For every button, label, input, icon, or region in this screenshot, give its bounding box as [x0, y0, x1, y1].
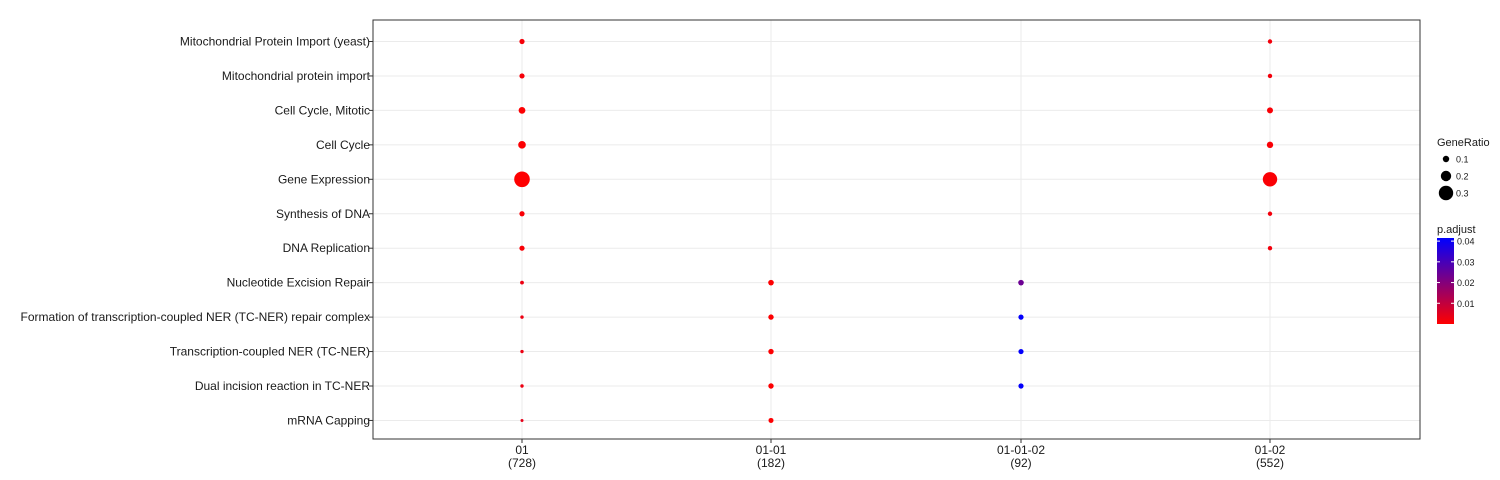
size-legend: 0.1 0.2 0.3: [1438, 155, 1469, 201]
data-point: [519, 38, 525, 45]
data-point: [519, 245, 525, 251]
color-legend-label: 0.03: [1457, 257, 1475, 267]
size-legend-title: GeneRatio: [1437, 137, 1490, 149]
legend: GeneRatio 0.10.20.3 p.adjust 0.010.020.0…: [1437, 137, 1490, 324]
y-tick-label: Transcription-coupled NER (TC-NER): [170, 345, 370, 359]
color-legend-bar: [1437, 238, 1454, 324]
color-legend-label: 0.04: [1457, 237, 1475, 247]
x-tick-count-label: (92): [1010, 456, 1031, 470]
data-point: [1267, 107, 1273, 114]
y-tick-label: Mitochondrial Protein Import (yeast): [180, 35, 370, 49]
size-legend-label: 0.2: [1456, 172, 1469, 182]
data-point: [518, 141, 526, 149]
data-point: [1267, 73, 1273, 79]
data-point: [768, 417, 774, 423]
x-tick-count-label: (182): [757, 456, 785, 470]
x-tick-label: 01-01-02: [997, 443, 1045, 457]
y-tick-label: mRNA Capping: [287, 413, 370, 427]
data-point: [514, 171, 530, 188]
data-point: [520, 315, 524, 319]
data-point: [1018, 279, 1024, 286]
y-tick-label: DNA Replication: [283, 241, 370, 255]
y-tick-label: Formation of transcription-coupled NER (…: [21, 310, 370, 324]
size-legend-key: [1438, 185, 1454, 201]
data-point: [1266, 141, 1274, 149]
size-legend-key: [1440, 170, 1452, 182]
x-tick-label: 01: [515, 443, 529, 457]
y-tick-label: Mitochondrial protein import: [222, 69, 371, 83]
size-legend-label: 0.3: [1456, 189, 1469, 199]
data-point: [519, 73, 525, 79]
data-point: [520, 349, 524, 354]
data-point: [768, 314, 774, 320]
x-tick-count-label: (552): [1256, 456, 1284, 470]
data-point: [1018, 348, 1024, 355]
color-legend-label: 0.02: [1457, 278, 1475, 288]
color-legend-title: p.adjust: [1437, 224, 1476, 236]
x-tick-count-label: (728): [508, 456, 536, 470]
size-legend-label: 0.1: [1456, 155, 1469, 165]
grid-lines: [373, 20, 1420, 439]
color-legend-label: 0.01: [1457, 299, 1475, 309]
y-axis: Mitochondrial Protein Import (yeast) Mito…: [21, 35, 373, 427]
size-legend-key: [1442, 155, 1450, 163]
data-point: [520, 280, 524, 285]
x-axis: 01(728) 01-01(182) 01-01-02(92) 01-02(552): [508, 439, 1286, 470]
data-point: [1267, 211, 1273, 216]
data-point: [1018, 383, 1024, 389]
data-point: [768, 348, 774, 355]
plot-panel-border: [372, 19, 1421, 440]
data-point: [1262, 172, 1278, 187]
y-tick-label: Cell Cycle, Mitotic: [275, 103, 370, 117]
data-point: [520, 418, 524, 422]
y-tick-label: Cell Cycle: [316, 138, 370, 152]
data-point: [1267, 246, 1273, 251]
data-point: [1267, 39, 1273, 44]
data-point: [519, 211, 525, 217]
data-point: [768, 383, 774, 389]
color-legend-ticks: 0.01 0.02 0.03 0.04: [1437, 237, 1475, 309]
y-tick-label: Gene Expression: [278, 172, 370, 186]
data-point: [520, 384, 524, 388]
y-tick-label: Dual incision reaction in TC-NER: [195, 379, 371, 393]
data-point: [768, 279, 774, 286]
x-tick-label: 01-01: [756, 443, 787, 457]
y-tick-label: Nucleotide Excision Repair: [227, 276, 370, 290]
data-point: [518, 107, 526, 114]
x-tick-label: 01-02: [1255, 443, 1286, 457]
y-tick-label: Synthesis of DNA: [276, 207, 370, 221]
data-point: [1018, 314, 1024, 320]
data-points: [514, 38, 1278, 423]
